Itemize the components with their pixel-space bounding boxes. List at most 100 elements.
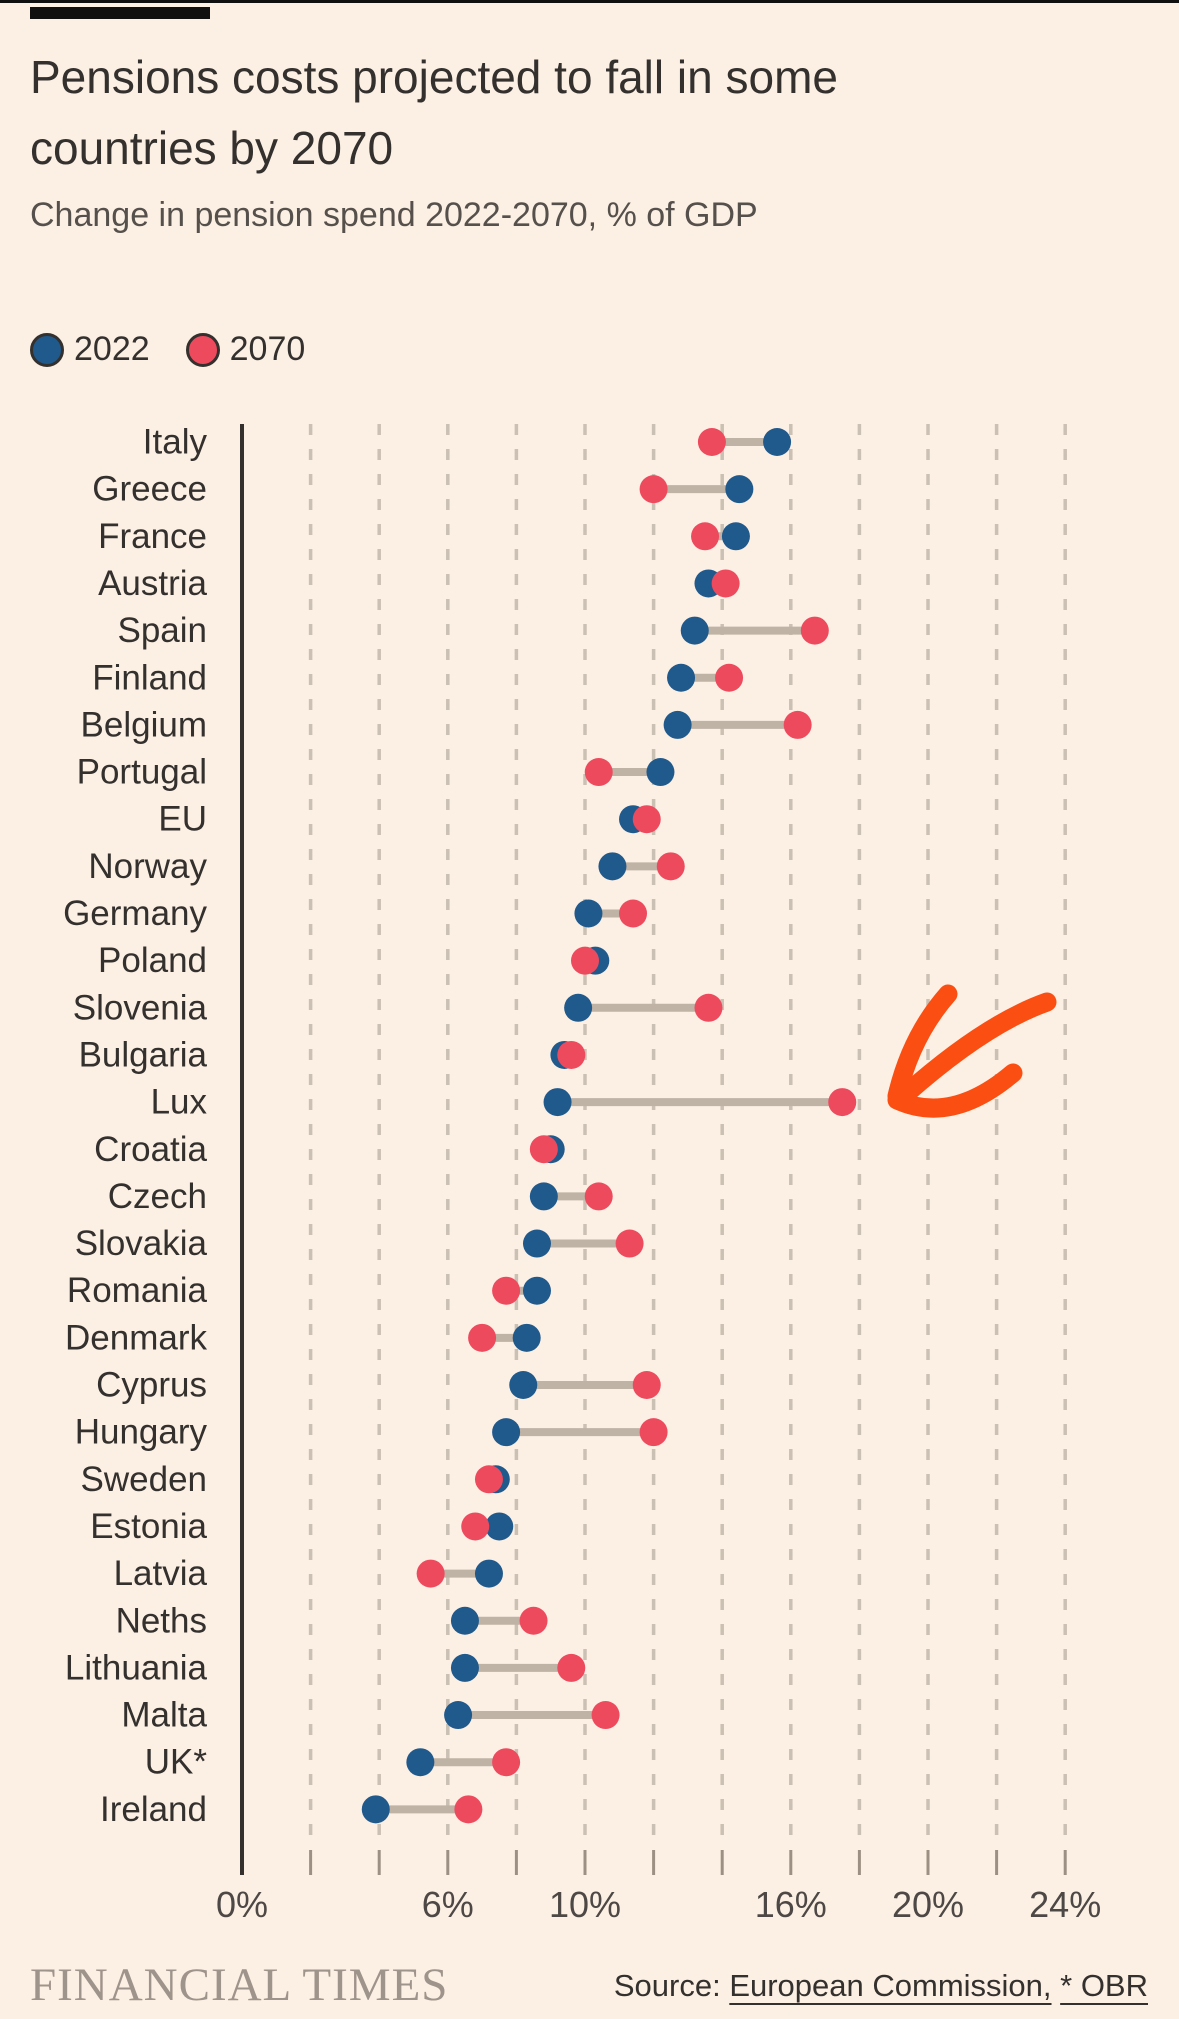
- x-axis-label: 24%: [1029, 1884, 1101, 1925]
- dot-2070: [632, 805, 661, 834]
- country-label: Italy: [143, 423, 208, 462]
- dot-2022: [543, 1088, 572, 1117]
- country-label: Latvia: [114, 1554, 208, 1593]
- dot-2022: [663, 710, 692, 739]
- country-label: Bulgaria: [79, 1035, 208, 1074]
- source-link-obr[interactable]: * OBR: [1060, 1968, 1148, 2003]
- dot-2070: [615, 1229, 644, 1258]
- dot-2022: [512, 1323, 541, 1352]
- dot-2022: [492, 1418, 521, 1447]
- country-label: Lithuania: [65, 1648, 208, 1687]
- dot-2070: [783, 710, 812, 739]
- annotation-arrow-stroke: [887, 984, 958, 1106]
- title-line-2: countries by 2070: [30, 122, 394, 174]
- legend: 2022 2070: [30, 330, 305, 369]
- dot-2070: [656, 852, 685, 881]
- country-label: Croatia: [94, 1130, 207, 1169]
- dot-2070: [416, 1559, 445, 1588]
- dot-2070: [492, 1748, 521, 1777]
- x-axis-label: 6%: [422, 1884, 474, 1925]
- dumbbell-chart: 0% 6% 10% 16% 20% 24% Italy Greece France Austria…: [63, 423, 1101, 1926]
- country-label: Cyprus: [96, 1366, 207, 1405]
- country-label: Portugal: [77, 753, 207, 792]
- country-label: Hungary: [75, 1413, 208, 1452]
- source-link-european-commission[interactable]: European Commission,: [729, 1968, 1052, 2003]
- country-label: Denmark: [65, 1318, 207, 1357]
- top-rule: [0, 0, 1179, 3]
- dot-2022: [564, 993, 593, 1022]
- country-label: Norway: [88, 847, 207, 886]
- dot-2022: [529, 1182, 558, 1211]
- dot-2022: [450, 1606, 479, 1635]
- dot-2070: [639, 475, 668, 504]
- country-label: Germany: [63, 894, 207, 933]
- dot-2022: [667, 663, 696, 692]
- dot-2022: [509, 1371, 538, 1399]
- country-label: Poland: [98, 941, 207, 980]
- dot-2022: [474, 1559, 503, 1588]
- dot-2022: [598, 852, 627, 881]
- dot-2022: [763, 428, 792, 456]
- dot-2070: [800, 616, 829, 645]
- dot-2022: [522, 1229, 551, 1258]
- dot-2070: [519, 1606, 548, 1635]
- dot-2070: [584, 1182, 613, 1211]
- country-label: Slovenia: [73, 988, 208, 1027]
- dot-2022: [574, 899, 603, 928]
- dot-2070: [715, 663, 744, 692]
- legend-label-2070: 2070: [229, 330, 306, 368]
- dot-2022: [646, 758, 675, 787]
- dot-2070: [711, 569, 740, 598]
- country-label: Czech: [108, 1177, 207, 1216]
- ft-black-bar: [30, 7, 210, 19]
- annotation-arrow-stroke: [887, 1063, 1023, 1118]
- dot-2022: [680, 616, 709, 645]
- annotation-arrow-stroke: [896, 992, 1057, 1104]
- dot-2022: [406, 1748, 435, 1777]
- legend-dot-2070-icon: [185, 332, 220, 367]
- chart-subtitle: Change in pension spend 2022-2070, % of …: [30, 196, 758, 234]
- x-axis-label: 10%: [549, 1884, 621, 1925]
- country-label: Malta: [121, 1696, 207, 1735]
- legend-dot-2022-icon: [30, 332, 64, 367]
- dot-2070: [557, 1040, 586, 1069]
- ft-masthead: FINANCIAL TIMES: [30, 1959, 449, 2011]
- legend-item-2022: 2022: [30, 330, 150, 369]
- x-axis-label: 16%: [755, 1884, 827, 1925]
- country-label: Belgium: [81, 705, 207, 744]
- country-label: Romania: [67, 1271, 208, 1310]
- dot-2022: [444, 1701, 473, 1730]
- dot-2070: [571, 946, 599, 975]
- country-label: Neths: [116, 1601, 207, 1640]
- country-label: Slovakia: [75, 1224, 208, 1263]
- dot-2070: [639, 1418, 668, 1447]
- dot-2070: [454, 1795, 483, 1824]
- dot-2070: [474, 1465, 503, 1494]
- legend-label-2022: 2022: [74, 330, 150, 368]
- source-prefix: Source:: [613, 1968, 721, 2003]
- country-label: Ireland: [100, 1790, 207, 1829]
- dot-2070: [632, 1371, 661, 1399]
- dot-2070: [691, 522, 720, 551]
- dot-2070: [461, 1512, 490, 1541]
- country-label: France: [98, 517, 207, 556]
- dot-2070: [529, 1135, 558, 1164]
- annotation-arrow-icon: [887, 984, 1057, 1118]
- dot-2070: [694, 993, 723, 1022]
- dot-2070: [619, 899, 648, 928]
- country-label: Spain: [117, 611, 207, 650]
- country-label: Lux: [151, 1083, 208, 1122]
- country-label: EU: [158, 800, 207, 839]
- dot-2070: [584, 758, 613, 787]
- dot-2022: [721, 522, 750, 551]
- x-axis-label: 0%: [216, 1884, 268, 1925]
- dot-2022: [725, 475, 754, 504]
- source-line: Source: European Commission, * OBR: [614, 1968, 1148, 2004]
- dot-2070: [828, 1088, 857, 1117]
- country-label: Finland: [92, 658, 207, 697]
- dot-2022: [450, 1653, 479, 1682]
- x-axis-label: 20%: [892, 1884, 964, 1925]
- dot-2070: [468, 1323, 497, 1352]
- dot-2070: [492, 1276, 521, 1305]
